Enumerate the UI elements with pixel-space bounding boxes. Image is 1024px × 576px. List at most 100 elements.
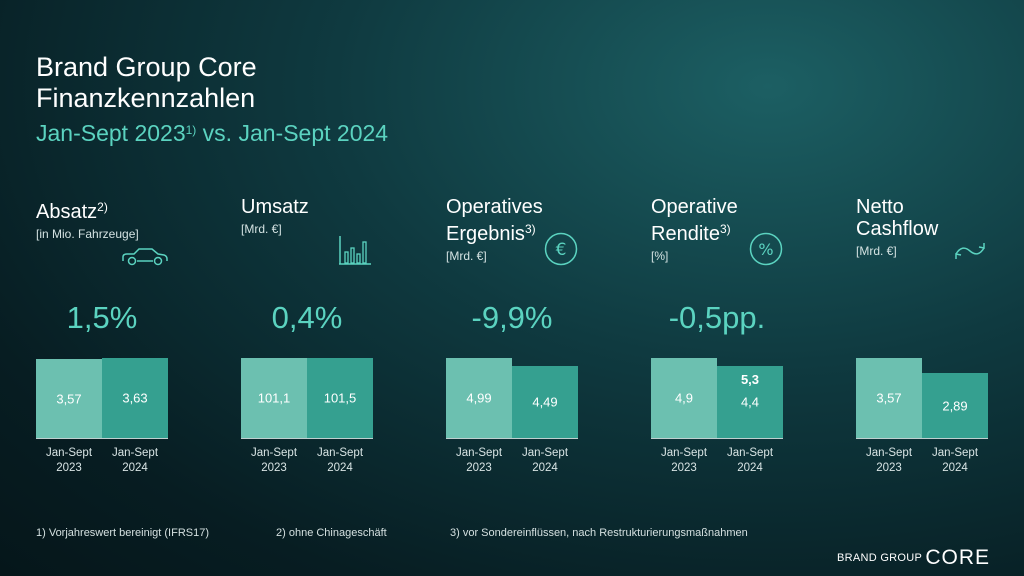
kpi-label-line2: Rendite <box>651 223 720 245</box>
chart-baseline <box>36 438 168 439</box>
x-label-line1: Jan-Sept <box>931 447 979 459</box>
bar-2024: 4,49 <box>512 366 578 438</box>
kpi-change-percent: -9,9% <box>471 300 553 335</box>
kpi-change-percent: 0,4% <box>271 300 343 335</box>
footnote-2: 2) ohne Chinageschäft <box>276 527 387 539</box>
kpi-label: Operative Rendite3) <box>651 196 841 245</box>
x-label-line2: 2023 <box>671 462 697 474</box>
x-label-line2: 2024 <box>737 462 763 474</box>
x-label-line1: Jan-Sept <box>455 447 503 459</box>
bar-value-label: 4,49 <box>532 394 558 410</box>
footnote-1: 1) Vorjahreswert bereinigt (IFRS17) <box>36 527 210 539</box>
x-label-line2: 2023 <box>261 462 287 474</box>
bar-2023: 4,9 <box>651 358 717 438</box>
bar-2024: 2,89 <box>922 373 988 438</box>
subtitle-period-2023: Jan-Sept 2023 <box>36 120 186 146</box>
x-label-line1: Jan-Sept <box>111 447 159 459</box>
bar-value-label: 4,4 <box>740 394 760 410</box>
kpi-change-percent: 1,5% <box>66 300 138 335</box>
subtitle-period-2024: vs. Jan-Sept 2024 <box>196 120 389 146</box>
kpi-unit: [%] <box>651 249 669 263</box>
x-label-line1: Jan-Sept <box>726 447 774 459</box>
kpi-footnote-ref: 2) <box>97 200 108 214</box>
bar-chart: 101,1 101,5 <box>241 348 373 438</box>
kpi-label: Operatives Ergebnis3) <box>446 196 636 245</box>
kpi-footnote-ref: 3) <box>719 222 731 236</box>
kpi-label: Netto Cashflow <box>856 196 1024 240</box>
x-axis-label-2023: Jan-Sept 2023 <box>36 446 102 476</box>
x-axis-label-2024: Jan-Sept 2024 <box>717 446 783 476</box>
bar-2024: 3,63 <box>102 358 168 438</box>
kpi-panel-operative-rendite: Operative Rendite3) [%] % -0,5pp. 4,9 5,3… <box>651 196 841 486</box>
car-icon <box>122 248 168 266</box>
kpi-unit: [Mrd. €] <box>446 249 487 263</box>
kpi-footnote-ref: 3) <box>524 222 536 236</box>
kpi-label-line1: Netto <box>856 196 904 218</box>
x-axis-label-2024: Jan-Sept 2024 <box>512 446 578 476</box>
kpi-label-line1: Umsatz <box>241 196 309 218</box>
kpi-label-line1: Operative <box>651 196 738 218</box>
x-axis-label-2023: Jan-Sept 2023 <box>241 446 307 476</box>
x-label-line2: 2024 <box>122 462 148 474</box>
bar-value-label: 4,99 <box>466 390 492 406</box>
x-axis-label-2024: Jan-Sept 2024 <box>307 446 373 476</box>
kpi-label: Absatz2) <box>36 196 226 223</box>
page-title-line2: Finanzkennzahlen <box>36 83 256 113</box>
bar-2024: 101,5 <box>307 358 373 438</box>
brand-logo-left: BRAND GROUP <box>836 552 922 564</box>
bar-value-label: 101,1 <box>257 390 291 406</box>
x-axis-label-2024: Jan-Sept 2024 <box>922 446 988 476</box>
x-label-line2: 2023 <box>56 462 82 474</box>
bar-value-label: 2,89 <box>942 398 968 414</box>
bar-value-label: 3,57 <box>56 391 82 407</box>
brand-logo: BRAND GROUP CORE <box>837 546 990 570</box>
kpi-panel-absatz: Absatz2) [in Mio. Fahrzeuge] 1,5% 3,57 3… <box>36 196 226 486</box>
brand-logo-right: CORE <box>925 546 990 569</box>
kpi-panel-operatives-ergebnis: Operatives Ergebnis3) [Mrd. €] € -9,9% 4,… <box>446 196 636 486</box>
bar-value-label: 3,63 <box>122 390 148 406</box>
kpi-label-line2: Cashflow <box>856 218 939 240</box>
chart-baseline <box>241 438 373 439</box>
euro-icon: € <box>544 232 578 266</box>
chart-baseline <box>856 438 988 439</box>
bar-value-label: 3,57 <box>876 390 902 406</box>
x-label-line2: 2023 <box>466 462 492 474</box>
percent-icon: % <box>749 232 783 266</box>
bar-2023: 4,99 <box>446 358 512 438</box>
bar-chart: 4,99 4,49 <box>446 348 578 438</box>
x-axis-label-2024: Jan-Sept 2024 <box>102 446 168 476</box>
cashflow-arrows-icon <box>955 243 985 259</box>
bar-chart: 3,57 2,89 <box>856 348 988 438</box>
x-label-line1: Jan-Sept <box>521 447 569 459</box>
x-label-line2: 2024 <box>532 462 558 474</box>
svg-text:%: % <box>758 240 773 259</box>
x-label-line1: Jan-Sept <box>45 447 93 459</box>
bar-value-label: 101,5 <box>323 390 357 406</box>
x-label-line1: Jan-Sept <box>316 447 364 459</box>
bar-chart: 3,57 3,63 <box>36 348 168 438</box>
svg-text:€: € <box>556 240 567 260</box>
bar-2023: 3,57 <box>856 358 922 438</box>
x-axis-label-2023: Jan-Sept 2023 <box>651 446 717 476</box>
kpi-unit: [Mrd. €] <box>241 222 282 236</box>
kpi-unit: [Mrd. €] <box>856 244 897 258</box>
subtitle-footnote-ref: 1) <box>185 123 197 137</box>
chart-baseline <box>446 438 578 439</box>
page-title: Brand Group Core <box>36 52 257 82</box>
kpi-label: Umsatz <box>241 196 431 218</box>
bar-chart: 4,9 5,3 4,4 <box>651 348 783 438</box>
x-label-line1: Jan-Sept <box>660 447 708 459</box>
x-label-line2: 2024 <box>942 462 968 474</box>
kpi-change-percent: -0,5pp. <box>668 300 766 335</box>
footnote-3: 3) vor Sondereinflüssen, nach Restruktur… <box>450 527 748 539</box>
kpi-panel-netto-cashflow: Netto Cashflow [Mrd. €] 3,57 2,89 Jan-Sep… <box>856 196 1024 486</box>
bar-2023: 3,57 <box>36 359 102 438</box>
bar-2024: 5,3 4,4 <box>717 366 783 438</box>
chart-baseline <box>651 438 783 439</box>
period-subtitle: Jan-Sept 20231) vs. Jan-Sept 2024 <box>36 116 388 147</box>
kpi-label-line2: Ergebnis <box>446 223 525 245</box>
x-axis-label-2023: Jan-Sept 2023 <box>446 446 512 476</box>
x-label-line2: 2024 <box>327 462 353 474</box>
bar-2023: 101,1 <box>241 358 307 438</box>
title-block: Brand Group Core Finanzkennzahlen Jan-Se… <box>36 52 388 147</box>
